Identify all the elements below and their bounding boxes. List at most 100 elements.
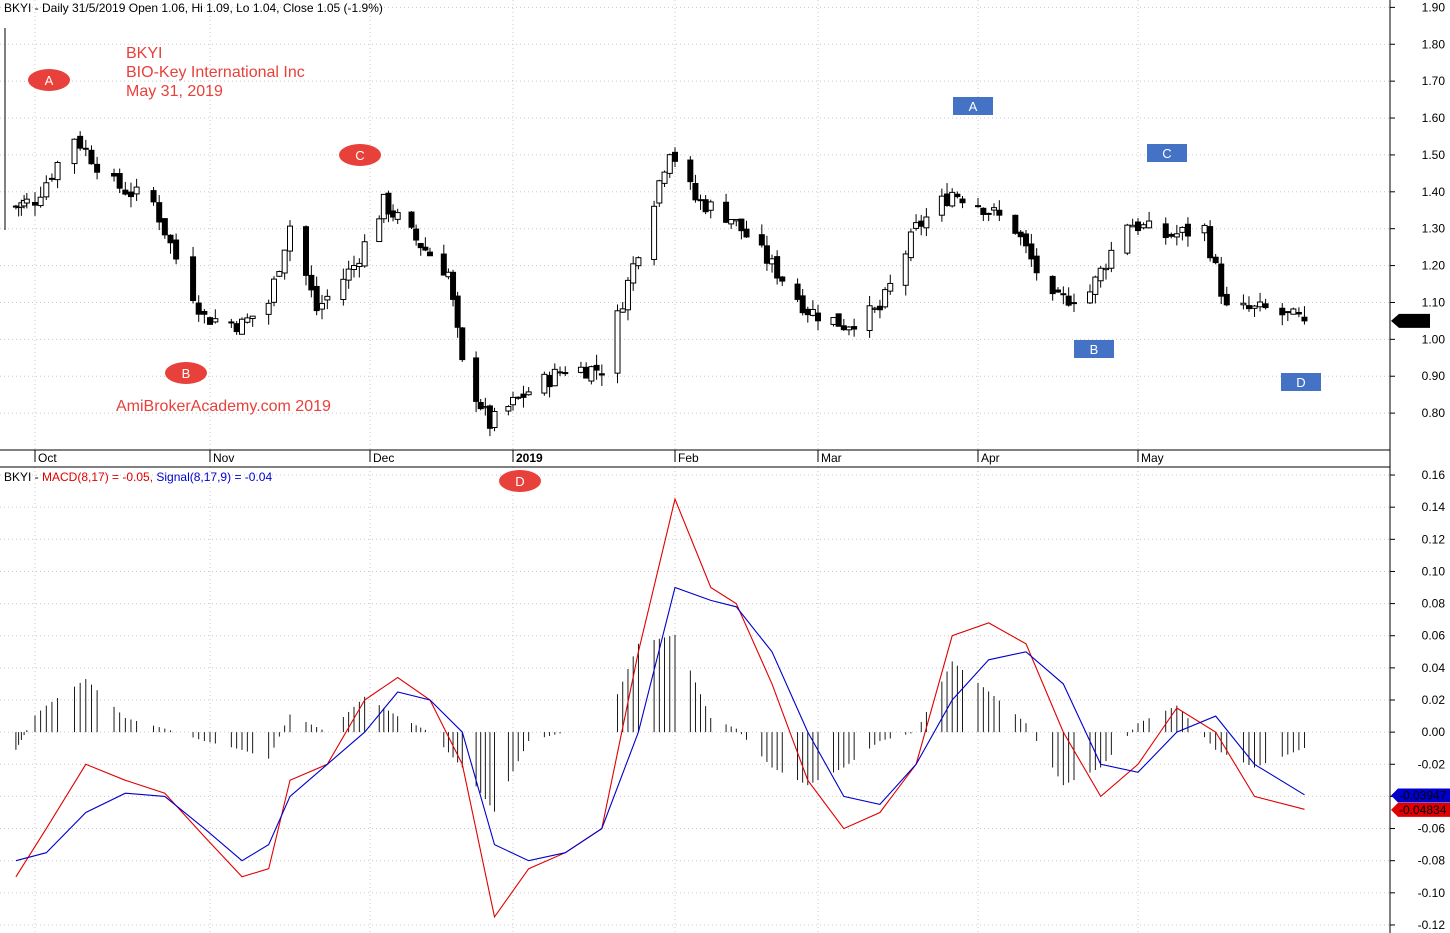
candle-body (1146, 220, 1153, 229)
candle-body (991, 207, 997, 211)
x-tick-label: Feb (678, 451, 699, 465)
macd-y-tick-label: 0.14 (1422, 500, 1446, 514)
candle-body (651, 205, 658, 260)
candle-body (851, 326, 858, 330)
candle-body (340, 278, 347, 300)
red-oval-label: B (182, 366, 191, 381)
candle-body (866, 305, 873, 332)
candle-body (43, 182, 50, 198)
x-tick-label: Dec (373, 451, 394, 465)
candle-body (505, 406, 512, 412)
candle-body (593, 364, 600, 371)
candle-body (1162, 223, 1169, 239)
candle-body (313, 285, 320, 312)
candle-body (1065, 295, 1072, 306)
macd-header-signal: Signal(8,17,9) = -0.04 (156, 470, 272, 484)
candle-body (207, 317, 213, 325)
chart-title-line: May 31, 2019 (126, 83, 223, 100)
candle-body (228, 321, 235, 324)
candle-body (440, 253, 447, 276)
price-y-tick-label: 1.20 (1422, 259, 1446, 273)
candle-body (37, 196, 44, 207)
candle-body (417, 243, 424, 249)
macd-header-prefix: BKYI - (4, 470, 42, 484)
candle-body (959, 198, 966, 204)
macd-y-tick-label: 0.00 (1422, 725, 1446, 739)
candle-body (116, 173, 123, 189)
price-y-tick-label: 1.80 (1422, 37, 1446, 51)
candle-body (1240, 302, 1247, 306)
candle-body (583, 366, 590, 379)
candle-body (577, 366, 584, 373)
candle-body (1179, 226, 1186, 233)
candle-body (1071, 302, 1077, 305)
candle-body (77, 135, 84, 149)
macd-y-tick-label: 0.12 (1422, 532, 1446, 546)
candle-body (661, 171, 668, 184)
last-price-tag (1391, 313, 1430, 328)
blue-box-b (1074, 340, 1114, 358)
macd-y-tick-label: 0.16 (1422, 468, 1446, 482)
macd-y-tick-label: -0.02 (1418, 757, 1446, 771)
candle-body (408, 211, 415, 228)
candle-body (1124, 224, 1131, 254)
candle-body (525, 391, 532, 396)
candle-body (233, 323, 240, 333)
macd-panel-header: BKYI - MACD(8,17) = -0.05, Signal(8,17,9… (4, 470, 272, 484)
candle-body (422, 246, 429, 251)
candle-body (1049, 275, 1056, 295)
candle-body (635, 257, 642, 267)
candle-body (281, 249, 288, 274)
candle-body (54, 161, 61, 181)
candle-body (1279, 307, 1286, 316)
price-y-tick-label: 0.80 (1422, 406, 1446, 420)
candle-body (1295, 311, 1302, 315)
candle-body (830, 317, 837, 325)
candle-body (1184, 223, 1191, 237)
candle-body (1129, 224, 1136, 228)
candle-body (195, 302, 202, 315)
signal-line (15, 586, 1305, 862)
candle-body (799, 295, 806, 314)
macd-y-tick-label: -0.08 (1418, 854, 1446, 868)
macd-y-tick-label: 0.02 (1422, 693, 1446, 707)
candle-body (32, 201, 38, 206)
candle-body (345, 268, 352, 281)
frame (0, 0, 1391, 933)
candle-body (459, 327, 466, 361)
candle-body (938, 195, 945, 216)
candle-body (656, 180, 663, 204)
candle-body (1055, 289, 1061, 293)
candle-body (287, 225, 293, 252)
candle-body (1262, 303, 1269, 309)
blue-box-label: D (1296, 375, 1305, 390)
candle-body (413, 228, 420, 241)
chart-title-line: BKYI (126, 45, 162, 62)
axes: 1.90 1.80 1.70 1.60 1.50 1.40 1.30 1.20 1.10 1.00… (34, 0, 1446, 932)
candle-body (996, 209, 1003, 216)
candle-body (167, 234, 174, 244)
candle-body (1033, 255, 1040, 274)
candle-body (122, 189, 129, 195)
candle-body (1103, 267, 1109, 271)
candle-body (212, 318, 219, 323)
price-y-tick-label: 1.00 (1422, 332, 1446, 346)
candle-body (385, 192, 392, 215)
candle-body (1290, 308, 1297, 315)
candle-body (913, 222, 920, 229)
candle-body (1218, 263, 1225, 297)
candle-body (1245, 305, 1252, 310)
candle-body (887, 282, 894, 292)
candle-body (882, 289, 889, 308)
candle-body (491, 411, 498, 428)
candle-body (1097, 267, 1104, 282)
price-y-tick-label: 1.60 (1422, 111, 1446, 125)
candle-body (738, 218, 745, 232)
candle-body (697, 199, 704, 202)
candle-body (88, 149, 95, 165)
price-y-tick-label: 1.50 (1422, 148, 1446, 162)
candle-body (902, 253, 909, 286)
candle-body (48, 177, 55, 180)
price-panel-header: BKYI - Daily 31/5/2019 Open 1.06, Hi 1.0… (4, 1, 383, 15)
candle-body (1017, 231, 1024, 238)
